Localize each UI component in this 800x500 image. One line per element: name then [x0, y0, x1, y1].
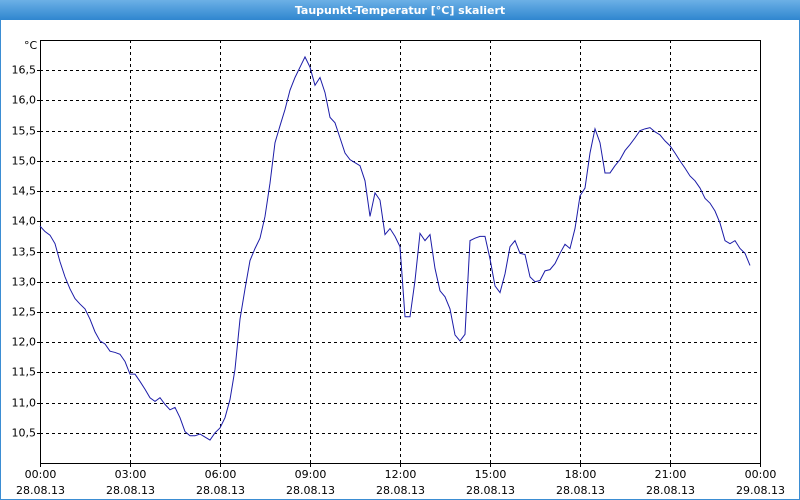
y-tick-label: 11,5 [12, 366, 37, 379]
y-tick-label: 10,5 [12, 427, 37, 440]
chart-title: Taupunkt-Temperatur [°C] skaliert [295, 4, 505, 17]
y-tick-label: 12,5 [12, 306, 37, 319]
x-tick-date: 28.08.13 [106, 484, 155, 497]
x-tick-date: 28.08.13 [556, 484, 605, 497]
y-tick-label: 11,0 [12, 397, 37, 410]
x-tick-label: 00:00 [745, 468, 777, 481]
y-tick-label: 15,5 [12, 125, 37, 138]
x-tick-label: 00:00 [25, 468, 57, 481]
x-tick-label: 15:00 [475, 468, 507, 481]
y-tick-label: 16,0 [12, 94, 37, 107]
x-tick-label: 21:00 [655, 468, 687, 481]
y-tick-label: 12,0 [12, 336, 37, 349]
x-tick-date: 28.08.13 [196, 484, 245, 497]
x-tick-date: 28.08.13 [376, 484, 425, 497]
x-tick-label: 12:00 [385, 468, 417, 481]
y-tick-label: 14,5 [12, 185, 37, 198]
y-unit: °C [24, 39, 38, 52]
x-tick-date: 28.08.13 [466, 484, 515, 497]
y-tick-label: 15,0 [12, 155, 37, 168]
y-tick-label: 13,5 [12, 246, 37, 259]
plot-frame [40, 40, 761, 464]
y-tick-label: 16,5 [12, 64, 37, 77]
x-tick-label: 06:00 [205, 468, 237, 481]
x-tick-label: 03:00 [115, 468, 147, 481]
x-tick-label: 09:00 [295, 468, 327, 481]
x-tick-label: 18:00 [565, 468, 597, 481]
x-tick-date: 28.08.13 [286, 484, 335, 497]
x-tick-date: 28.08.13 [646, 484, 695, 497]
x-tick-date: 28.08.13 [16, 484, 65, 497]
y-tick-label: 13,0 [12, 276, 37, 289]
title-bar [0, 0, 800, 20]
x-tick-date: 29.08.13 [736, 484, 785, 497]
y-tick-label: 14,0 [12, 215, 37, 228]
data-line [39, 55, 751, 441]
